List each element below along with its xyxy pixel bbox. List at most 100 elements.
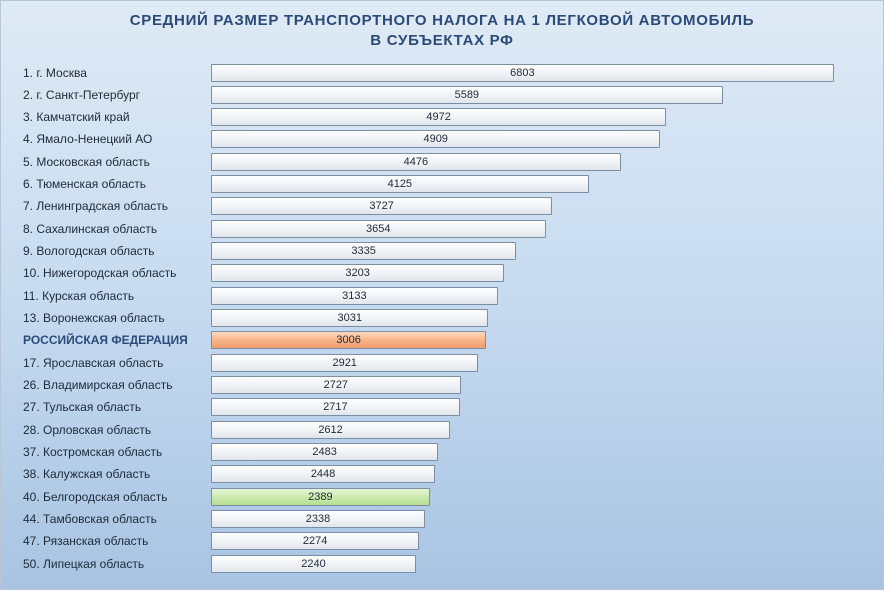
bar-area: 4972 bbox=[211, 108, 861, 126]
bar: 2240 bbox=[211, 555, 416, 573]
bar: 4125 bbox=[211, 175, 589, 193]
bar-area: 6803 bbox=[211, 64, 861, 82]
row-label: 8. Сахалинская область bbox=[23, 222, 211, 236]
chart-row: 3. Камчатский край 4972 bbox=[23, 106, 861, 128]
row-label: 28. Орловская область bbox=[23, 423, 211, 437]
bar-area: 2240 bbox=[211, 555, 861, 573]
bar: 3727 bbox=[211, 197, 552, 215]
bar-value: 3727 bbox=[369, 200, 393, 212]
row-label: 7. Ленинградская область bbox=[23, 199, 211, 213]
chart-row: 50. Липецкая область 2240 bbox=[23, 553, 861, 575]
bar: 2389 bbox=[211, 488, 430, 506]
bar-value: 4909 bbox=[423, 133, 447, 145]
bar: 2612 bbox=[211, 421, 450, 439]
row-label: 17. Ярославская область bbox=[23, 356, 211, 370]
bar-area: 3031 bbox=[211, 309, 861, 327]
row-label: 11. Курская область bbox=[23, 289, 211, 303]
chart-row: 6. Тюменская область 4125 bbox=[23, 173, 861, 195]
row-label: 10. Нижегородская область bbox=[23, 266, 211, 280]
bar: 2727 bbox=[211, 376, 461, 394]
chart-row: 37. Костромская область 2483 bbox=[23, 441, 861, 463]
bar: 6803 bbox=[211, 64, 834, 82]
bar-area: 5589 bbox=[211, 86, 861, 104]
chart-row: 44. Тамбовская область2338 bbox=[23, 508, 861, 530]
row-label: 26. Владимирская область bbox=[23, 378, 211, 392]
chart-row: 40. Белгородская область 2389 bbox=[23, 486, 861, 508]
bar-value: 2240 bbox=[301, 558, 325, 570]
chart-row: 26. Владимирская область 2727 bbox=[23, 374, 861, 396]
bar-value: 2389 bbox=[308, 491, 332, 503]
bar: 4909 bbox=[211, 130, 660, 148]
row-label: 50. Липецкая область bbox=[23, 557, 211, 571]
chart-row: 2. г. Санкт-Петербург 5589 bbox=[23, 84, 861, 106]
bar-area: 2921 bbox=[211, 354, 861, 372]
chart-row: 7. Ленинградская область 3727 bbox=[23, 195, 861, 217]
bar: 3006 bbox=[211, 331, 486, 349]
chart-row: 28. Орловская область 2612 bbox=[23, 419, 861, 441]
bar: 3133 bbox=[211, 287, 498, 305]
bar-area: 3335 bbox=[211, 242, 861, 260]
bar-value: 4972 bbox=[426, 111, 450, 123]
bar-area: 3727 bbox=[211, 197, 861, 215]
chart-row: 4. Ямало-Ненецкий АО4909 bbox=[23, 128, 861, 150]
bar: 3203 bbox=[211, 264, 504, 282]
row-label: 9. Вологодская область bbox=[23, 244, 211, 258]
row-label: 2. г. Санкт-Петербург bbox=[23, 88, 211, 102]
bar: 5589 bbox=[211, 86, 723, 104]
row-label: 38. Калужская область bbox=[23, 467, 211, 481]
chart-row: 27. Тульская область 2717 bbox=[23, 396, 861, 418]
chart-row: 10. Нижегородская область 3203 bbox=[23, 262, 861, 284]
bar-area: 2717 bbox=[211, 398, 861, 416]
bar-value: 5589 bbox=[455, 89, 479, 101]
bar-value: 3654 bbox=[366, 223, 390, 235]
bar-value: 3203 bbox=[345, 267, 369, 279]
bar-value: 2717 bbox=[323, 401, 347, 413]
row-label: 13. Воронежская область bbox=[23, 311, 211, 325]
bar-value: 2483 bbox=[312, 446, 336, 458]
chart-row: 47. Рязанская область2274 bbox=[23, 530, 861, 552]
bar-area: 2448 bbox=[211, 465, 861, 483]
bar-area: 2274 bbox=[211, 532, 861, 550]
bar: 2921 bbox=[211, 354, 478, 372]
bar: 2717 bbox=[211, 398, 460, 416]
row-label: 40. Белгородская область bbox=[23, 490, 211, 504]
bar: 4476 bbox=[211, 153, 621, 171]
bar-value: 4125 bbox=[388, 178, 412, 190]
row-label: 1. г. Москва bbox=[23, 66, 211, 80]
row-label: 37. Костромская область bbox=[23, 445, 211, 459]
row-label: 5. Московская область bbox=[23, 155, 211, 169]
bar-value: 3335 bbox=[351, 245, 375, 257]
bar-area: 3203 bbox=[211, 264, 861, 282]
bar: 3335 bbox=[211, 242, 516, 260]
bar-area: 2483 bbox=[211, 443, 861, 461]
bar: 3654 bbox=[211, 220, 546, 238]
chart-row: 17. Ярославская область 2921 bbox=[23, 352, 861, 374]
row-label: 3. Камчатский край bbox=[23, 110, 211, 124]
chart-row: 38. Калужская область2448 bbox=[23, 463, 861, 485]
bar-value: 2727 bbox=[324, 379, 348, 391]
bar-area: 4476 bbox=[211, 153, 861, 171]
bar-area: 4909 bbox=[211, 130, 861, 148]
bar-value: 2921 bbox=[332, 357, 356, 369]
bar: 2338 bbox=[211, 510, 425, 528]
chart-row: 9. Вологодская область 3335 bbox=[23, 240, 861, 262]
bar-value: 4476 bbox=[404, 156, 428, 168]
bar-value: 2612 bbox=[318, 424, 342, 436]
chart-title: СРЕДНИЙ РАЗМЕР ТРАНСПОРТНОГО НАЛОГА НА 1… bbox=[23, 11, 861, 52]
row-label: РОССИЙСКАЯ ФЕДЕРАЦИЯ bbox=[23, 333, 211, 347]
row-label: 44. Тамбовская область bbox=[23, 512, 211, 526]
bar-value: 3006 bbox=[336, 334, 360, 346]
bar-area: 2612 bbox=[211, 421, 861, 439]
chart-rows: 1. г. Москва 6803 2. г. Санкт-Петербург 558… bbox=[23, 62, 861, 576]
bar-area: 3654 bbox=[211, 220, 861, 238]
chart-row: 1. г. Москва 6803 bbox=[23, 62, 861, 84]
bar: 4972 bbox=[211, 108, 666, 126]
bar-value: 6803 bbox=[510, 67, 534, 79]
row-label: 6. Тюменская область bbox=[23, 177, 211, 191]
bar-value: 2274 bbox=[303, 535, 327, 547]
chart-row: 13. Воронежская область 3031 bbox=[23, 307, 861, 329]
row-label: 27. Тульская область bbox=[23, 400, 211, 414]
bar-area: 2727 bbox=[211, 376, 861, 394]
bar-area: 4125 bbox=[211, 175, 861, 193]
bar-value: 3031 bbox=[338, 312, 362, 324]
